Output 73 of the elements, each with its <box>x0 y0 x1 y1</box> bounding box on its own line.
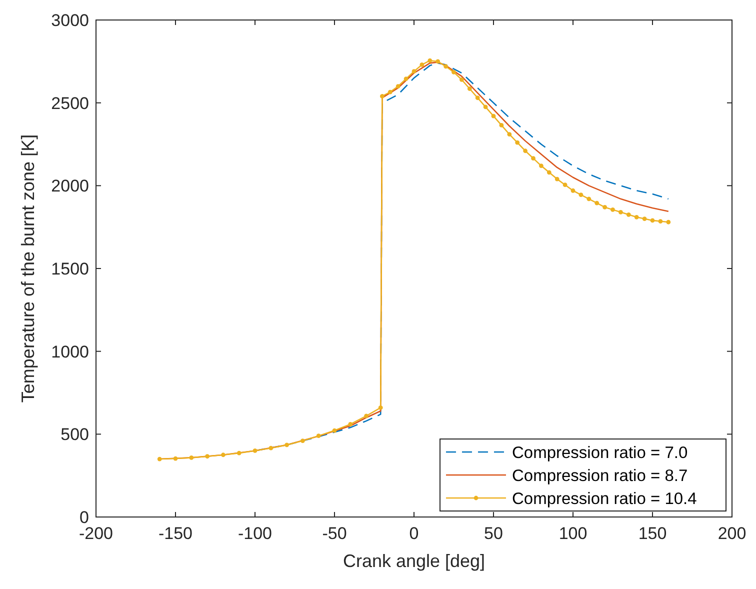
x-tick-label: 200 <box>718 524 746 543</box>
point <box>475 96 480 100</box>
legend-label: Compression ratio = 8.7 <box>512 467 688 485</box>
point <box>578 192 584 197</box>
point <box>268 446 274 450</box>
point <box>467 86 472 91</box>
point <box>586 196 592 202</box>
point <box>396 84 400 88</box>
point <box>348 422 353 426</box>
point <box>546 170 552 175</box>
point <box>420 62 424 67</box>
point <box>658 219 663 224</box>
point <box>364 414 368 418</box>
point <box>460 77 464 82</box>
point <box>428 58 432 63</box>
y-tick-label: 1000 <box>51 342 89 362</box>
point <box>404 76 408 82</box>
legend-label: Compression ratio = 10.4 <box>512 490 697 508</box>
x-tick-label: -200 <box>78 524 114 543</box>
y-tick-label: 3000 <box>51 11 89 30</box>
point <box>562 182 568 188</box>
point <box>436 59 440 64</box>
point <box>515 140 520 145</box>
point <box>284 442 289 448</box>
point <box>594 200 600 206</box>
point <box>554 176 560 182</box>
point <box>642 216 647 221</box>
point <box>491 114 496 118</box>
y-tick-label: 0 <box>80 508 89 527</box>
point <box>378 405 383 410</box>
x-axis-title: Crank angle [deg] <box>342 551 486 571</box>
x-tick-label: -100 <box>238 524 272 543</box>
point <box>380 94 384 98</box>
point <box>252 448 258 453</box>
point <box>300 438 305 443</box>
x-tick-label: 150 <box>638 524 667 543</box>
point <box>602 205 607 210</box>
y-tick-label: 1500 <box>51 260 89 278</box>
point <box>531 156 536 161</box>
point <box>523 148 528 154</box>
point <box>499 123 504 128</box>
point <box>444 64 448 69</box>
point <box>626 212 631 217</box>
point <box>332 428 337 433</box>
y-tick-label: 2500 <box>51 94 89 113</box>
point <box>189 455 194 460</box>
point <box>618 210 623 214</box>
point <box>388 90 392 94</box>
point <box>236 450 242 456</box>
point <box>650 218 655 223</box>
point <box>316 434 321 438</box>
point <box>452 70 456 74</box>
y-tick-label: 2000 <box>51 176 89 196</box>
point <box>173 456 178 461</box>
point <box>610 207 615 212</box>
y-axis-title: Temperature of the burnt zone [K] <box>18 134 38 403</box>
legend-label: Compression ratio = 7.0 <box>512 444 688 462</box>
y-tick-label: 500 <box>60 425 89 444</box>
point <box>412 69 416 74</box>
x-tick-label: -150 <box>158 524 193 543</box>
point <box>570 188 576 193</box>
point <box>221 452 226 458</box>
point <box>205 454 210 459</box>
x-tick-label: 100 <box>558 524 588 543</box>
point <box>539 164 544 168</box>
x-tick-label: 0 <box>409 524 419 543</box>
point <box>507 132 512 137</box>
point <box>483 104 488 110</box>
point <box>634 214 639 220</box>
x-tick-label: 50 <box>484 524 503 543</box>
point <box>157 456 162 462</box>
x-tick-label: -50 <box>322 524 347 543</box>
point <box>666 220 671 224</box>
